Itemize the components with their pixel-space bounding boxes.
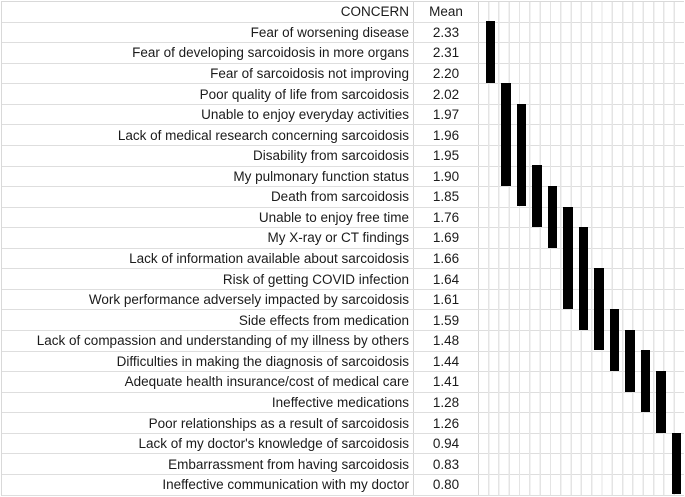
mean-value: 1.96 <box>413 125 479 145</box>
group-bar <box>578 227 589 330</box>
concern-label: Work performance adversely impacted by s… <box>88 292 409 308</box>
concern-label: Unable to enjoy free time <box>258 209 409 225</box>
concern-label: Fear of worsening disease <box>250 24 409 40</box>
concern-label: Disability from sarcoidosis <box>252 148 409 164</box>
concern-label: My pulmonary function status <box>233 168 409 184</box>
group-bar <box>609 309 620 372</box>
mean-value: 1.76 <box>413 207 479 228</box>
mean-value: 0.94 <box>413 433 479 454</box>
concern-label: Fear of developing sarcoidosis in more o… <box>132 45 409 61</box>
concern-label: Lack of medical research concerning sarc… <box>117 127 409 143</box>
group-bar <box>532 165 542 228</box>
group-bar <box>640 350 651 413</box>
concern-column-header: CONCERN <box>340 4 409 20</box>
concern-label: Fear of sarcoidosis not improving <box>210 65 409 81</box>
group-bar <box>547 185 558 248</box>
mean-column-header: Mean <box>413 2 479 22</box>
mean-value: 1.69 <box>413 228 479 248</box>
mean-value: 0.83 <box>413 454 479 474</box>
table-row: Work performance adversely impacted by s… <box>2 289 684 311</box>
table-row: Adequate health insurance/cost of medica… <box>2 372 684 393</box>
table-row: Side effects from medication 1.59 <box>2 310 684 331</box>
group-bar <box>625 329 635 392</box>
mean-value: 1.59 <box>413 310 479 330</box>
concern-label: Difficulties in making the diagnosis of … <box>116 353 409 369</box>
table-header-row: CONCERN Mean <box>2 2 684 23</box>
table-row: Ineffective medications 1.28 <box>2 392 684 414</box>
table-row: Fear of developing sarcoidosis in more o… <box>2 43 684 64</box>
table-row: Ineffective communication with my doctor… <box>2 474 684 496</box>
mean-value: 0.80 <box>413 474 479 495</box>
mean-value: 1.41 <box>413 372 479 392</box>
chart-area <box>479 2 684 495</box>
concern-label: Risk of getting COVID infection <box>222 271 409 287</box>
concern-label: Side effects from medication <box>238 312 409 328</box>
mean-value: 1.97 <box>413 104 479 125</box>
concern-label: Ineffective communication with my doctor <box>162 477 409 493</box>
mean-value: 2.31 <box>413 43 479 63</box>
concern-label: Lack of my doctor's knowledge of sarcoid… <box>138 436 409 452</box>
mean-value: 1.61 <box>413 289 479 310</box>
group-bar <box>516 103 527 207</box>
table-row: Risk of getting COVID infection 1.64 <box>2 269 684 290</box>
table-row: Embarrassment from having sarcoidosis 0.… <box>2 454 684 475</box>
mean-value: 1.66 <box>413 248 479 269</box>
mean-value: 1.85 <box>413 187 479 207</box>
mean-value: 1.95 <box>413 145 479 166</box>
table-row: Unable to enjoy everyday activities 1.97 <box>2 104 684 126</box>
table-row: Fear of sarcoidosis not improving 2.20 <box>2 63 684 85</box>
group-bar <box>485 21 496 84</box>
table-row: Lack of my doctor's knowledge of sarcoid… <box>2 433 684 455</box>
group-bar <box>671 432 682 495</box>
table-row: Unable to enjoy free time 1.76 <box>2 207 684 229</box>
mean-value: 1.28 <box>413 392 479 413</box>
group-bar <box>594 268 604 351</box>
group-bar <box>563 206 573 310</box>
mean-value: 1.26 <box>413 413 479 433</box>
group-bar <box>501 83 511 186</box>
table-row: My pulmonary function status 1.90 <box>2 166 684 188</box>
concern-label: Poor quality of life from sarcoidosis <box>199 86 409 102</box>
table-row: Poor quality of life from sarcoidosis 2.… <box>2 84 684 105</box>
mean-value: 1.90 <box>413 166 479 187</box>
concern-label: Embarrassment from having sarcoidosis <box>168 456 409 472</box>
mean-value: 2.33 <box>413 22 479 43</box>
mean-value: 1.64 <box>413 269 479 289</box>
table-row: Difficulties in making the diagnosis of … <box>2 351 684 373</box>
mean-value: 1.44 <box>413 351 479 372</box>
mean-value: 1.48 <box>413 331 479 351</box>
table-row: Death from sarcoidosis 1.85 <box>2 187 684 208</box>
table-row: Lack of information available about sarc… <box>2 248 684 270</box>
concern-label: Ineffective medications <box>271 394 409 410</box>
group-bar <box>656 371 666 433</box>
table-row: Lack of compassion and understanding of … <box>2 331 684 352</box>
table-row: My X-ray or CT findings 1.69 <box>2 228 684 249</box>
mean-value: 2.02 <box>413 84 479 104</box>
concern-label: Poor relationships as a result of sarcoi… <box>148 415 409 431</box>
table-row: Lack of medical research concerning sarc… <box>2 125 684 146</box>
concern-label: Unable to enjoy everyday activities <box>201 107 409 123</box>
concern-label: Lack of compassion and understanding of … <box>36 333 409 349</box>
concern-label: Death from sarcoidosis <box>270 189 409 205</box>
table-row: Fear of worsening disease 2.33 <box>2 22 684 44</box>
mean-value: 2.20 <box>413 63 479 84</box>
concern-label: Adequate health insurance/cost of medica… <box>124 374 409 390</box>
table-row: Disability from sarcoidosis 1.95 <box>2 145 684 167</box>
table-row: Poor relationships as a result of sarcoi… <box>2 413 684 434</box>
concern-label: Lack of information available about sarc… <box>129 251 409 267</box>
concern-label: My X-ray or CT findings <box>267 230 409 246</box>
